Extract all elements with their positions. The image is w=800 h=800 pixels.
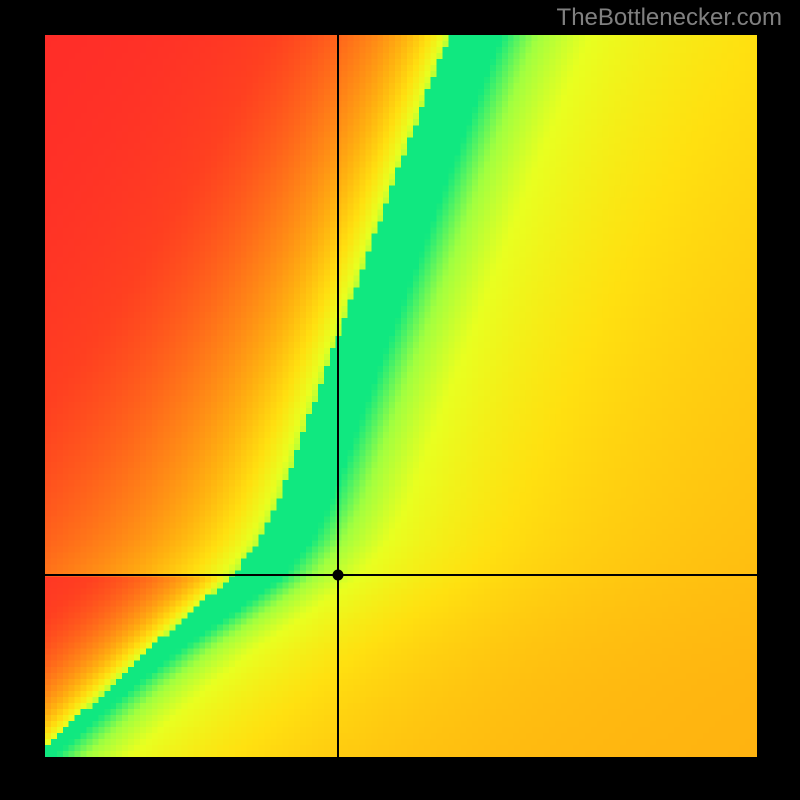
crosshair-vertical [337, 35, 339, 757]
watermark-text: TheBottlenecker.com [557, 4, 782, 32]
chart-container: TheBottlenecker.com [0, 0, 800, 800]
bottleneck-heatmap [45, 35, 757, 757]
crosshair-horizontal [45, 574, 757, 576]
crosshair-marker [333, 570, 344, 581]
